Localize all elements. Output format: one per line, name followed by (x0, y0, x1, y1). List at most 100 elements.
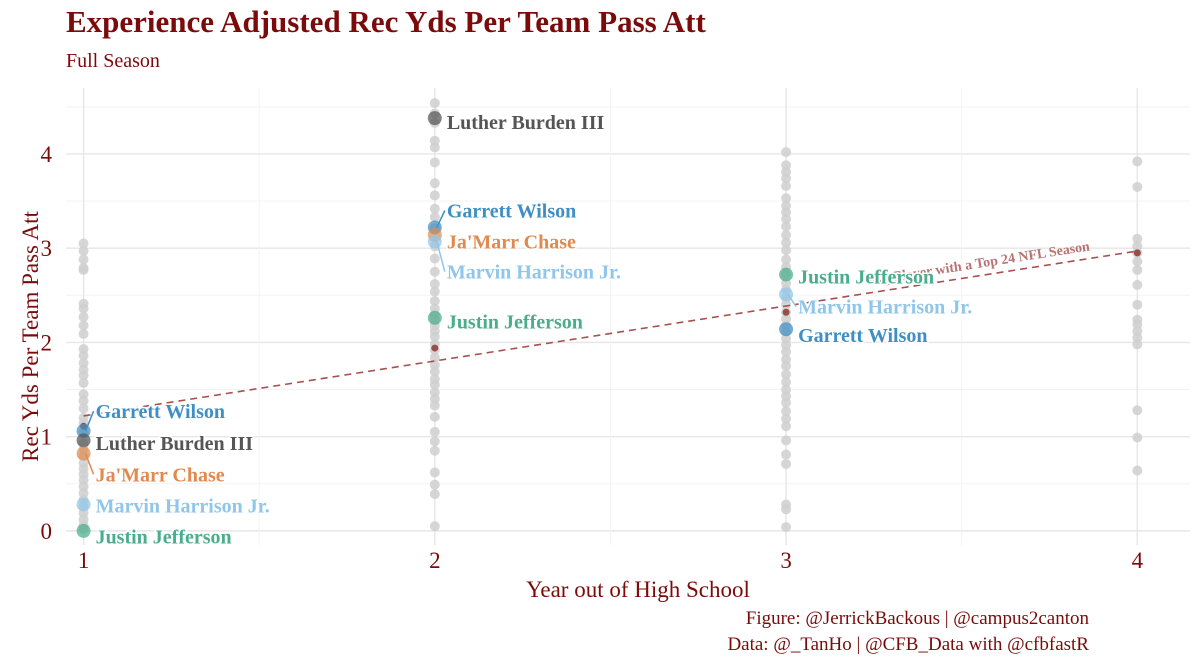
background-point (1132, 279, 1143, 290)
background-point (781, 360, 792, 371)
player-label: Justin Jefferson (447, 312, 583, 334)
background-point (429, 98, 440, 109)
background-point (781, 147, 792, 158)
background-point (78, 377, 89, 388)
chart-subtitle: Full Season (66, 50, 160, 72)
background-point (429, 426, 440, 437)
player-point (779, 267, 794, 282)
x-tick-label: 3 (780, 548, 792, 573)
background-point (78, 311, 89, 322)
background-point (781, 504, 792, 515)
caption-figure-credit: Figure: @JerrickBackous | @campus2canton (745, 608, 1089, 629)
background-point (78, 264, 89, 275)
label-connector (787, 293, 797, 308)
background-point (78, 246, 89, 257)
background-point (1132, 465, 1143, 476)
background-point (781, 193, 792, 204)
player-label: Marvin Harrison Jr. (96, 495, 270, 517)
label-connector (84, 410, 95, 432)
y-tick-label: 2 (41, 330, 53, 355)
background-point (781, 376, 792, 387)
background-point (781, 221, 792, 232)
background-point (781, 237, 792, 248)
background-point (78, 254, 89, 265)
background-point (429, 366, 440, 377)
y-axis-title: Rec Yds Per Team Pass Att (18, 211, 43, 462)
background-point (429, 286, 440, 297)
player-label: Justin Jefferson (798, 266, 934, 288)
background-point (781, 421, 792, 432)
background-point (429, 212, 440, 223)
player-point (427, 234, 442, 249)
background-point (429, 295, 440, 306)
average-point (431, 344, 439, 352)
player-point (76, 523, 91, 538)
player-label: Garrett Wilson (96, 401, 225, 423)
background-point (1132, 156, 1143, 167)
trend-line (83, 250, 1138, 417)
background-point (781, 346, 792, 357)
background-point (1132, 339, 1143, 350)
background-point (78, 395, 89, 406)
background-point (781, 213, 792, 224)
player-label: Marvin Harrison Jr. (447, 262, 621, 284)
player-label: Marvin Harrison Jr. (798, 297, 972, 319)
y-tick-label: 1 (41, 425, 53, 450)
background-point (781, 180, 792, 191)
background-point (429, 142, 440, 153)
background-point (78, 328, 89, 339)
average-point (1133, 249, 1141, 257)
background-point (429, 379, 440, 390)
label-connector (436, 210, 446, 228)
x-tick-label: 4 (1132, 548, 1144, 573)
background-point (781, 254, 792, 265)
background-point (429, 521, 440, 532)
background-point (781, 458, 792, 469)
player-label: Garrett Wilson (447, 200, 576, 222)
label-connector (436, 241, 446, 272)
background-point (781, 369, 792, 380)
background-point (429, 190, 440, 201)
player-label: Justin Jefferson (96, 527, 232, 549)
background-point (429, 411, 440, 422)
background-point (1132, 299, 1143, 310)
player-label: Ja'Marr Chase (447, 232, 576, 254)
label-connector (84, 453, 95, 475)
background-point (781, 449, 792, 460)
player-point (427, 111, 442, 126)
background-point (781, 299, 792, 310)
y-tick-label: 3 (41, 236, 53, 261)
background-point (429, 467, 440, 478)
background-point (429, 479, 440, 490)
player-point (76, 497, 91, 512)
player-point (779, 322, 794, 337)
background-point (1132, 405, 1143, 416)
player-point (427, 310, 442, 325)
background-point (429, 331, 440, 342)
background-point (429, 352, 440, 363)
background-point (781, 406, 792, 417)
grid-lines (66, 88, 1190, 545)
background-point (781, 435, 792, 446)
background-point (781, 245, 792, 256)
player-label: Luther Burden III (96, 433, 254, 455)
background-point (78, 238, 89, 249)
background-point (78, 303, 89, 314)
player-point (76, 446, 91, 461)
background-point (429, 203, 440, 214)
player-label: Luther Burden III (447, 112, 605, 134)
background-point (781, 522, 792, 533)
caption-data-credit: Data: @_TanHo | @CFB_Data with @cfbfastR (727, 634, 1089, 655)
background-point (429, 445, 440, 456)
background-point (429, 253, 440, 264)
background-point (781, 229, 792, 240)
background-point (1132, 264, 1143, 275)
background-point (781, 397, 792, 408)
background-point (781, 413, 792, 424)
player-labels: Garrett Wilson Luther Burden III Ja'Marr C… (84, 110, 974, 550)
background-point (78, 320, 89, 331)
y-tick-label: 0 (41, 519, 53, 544)
background-point (1132, 233, 1143, 244)
background-point (429, 400, 440, 411)
